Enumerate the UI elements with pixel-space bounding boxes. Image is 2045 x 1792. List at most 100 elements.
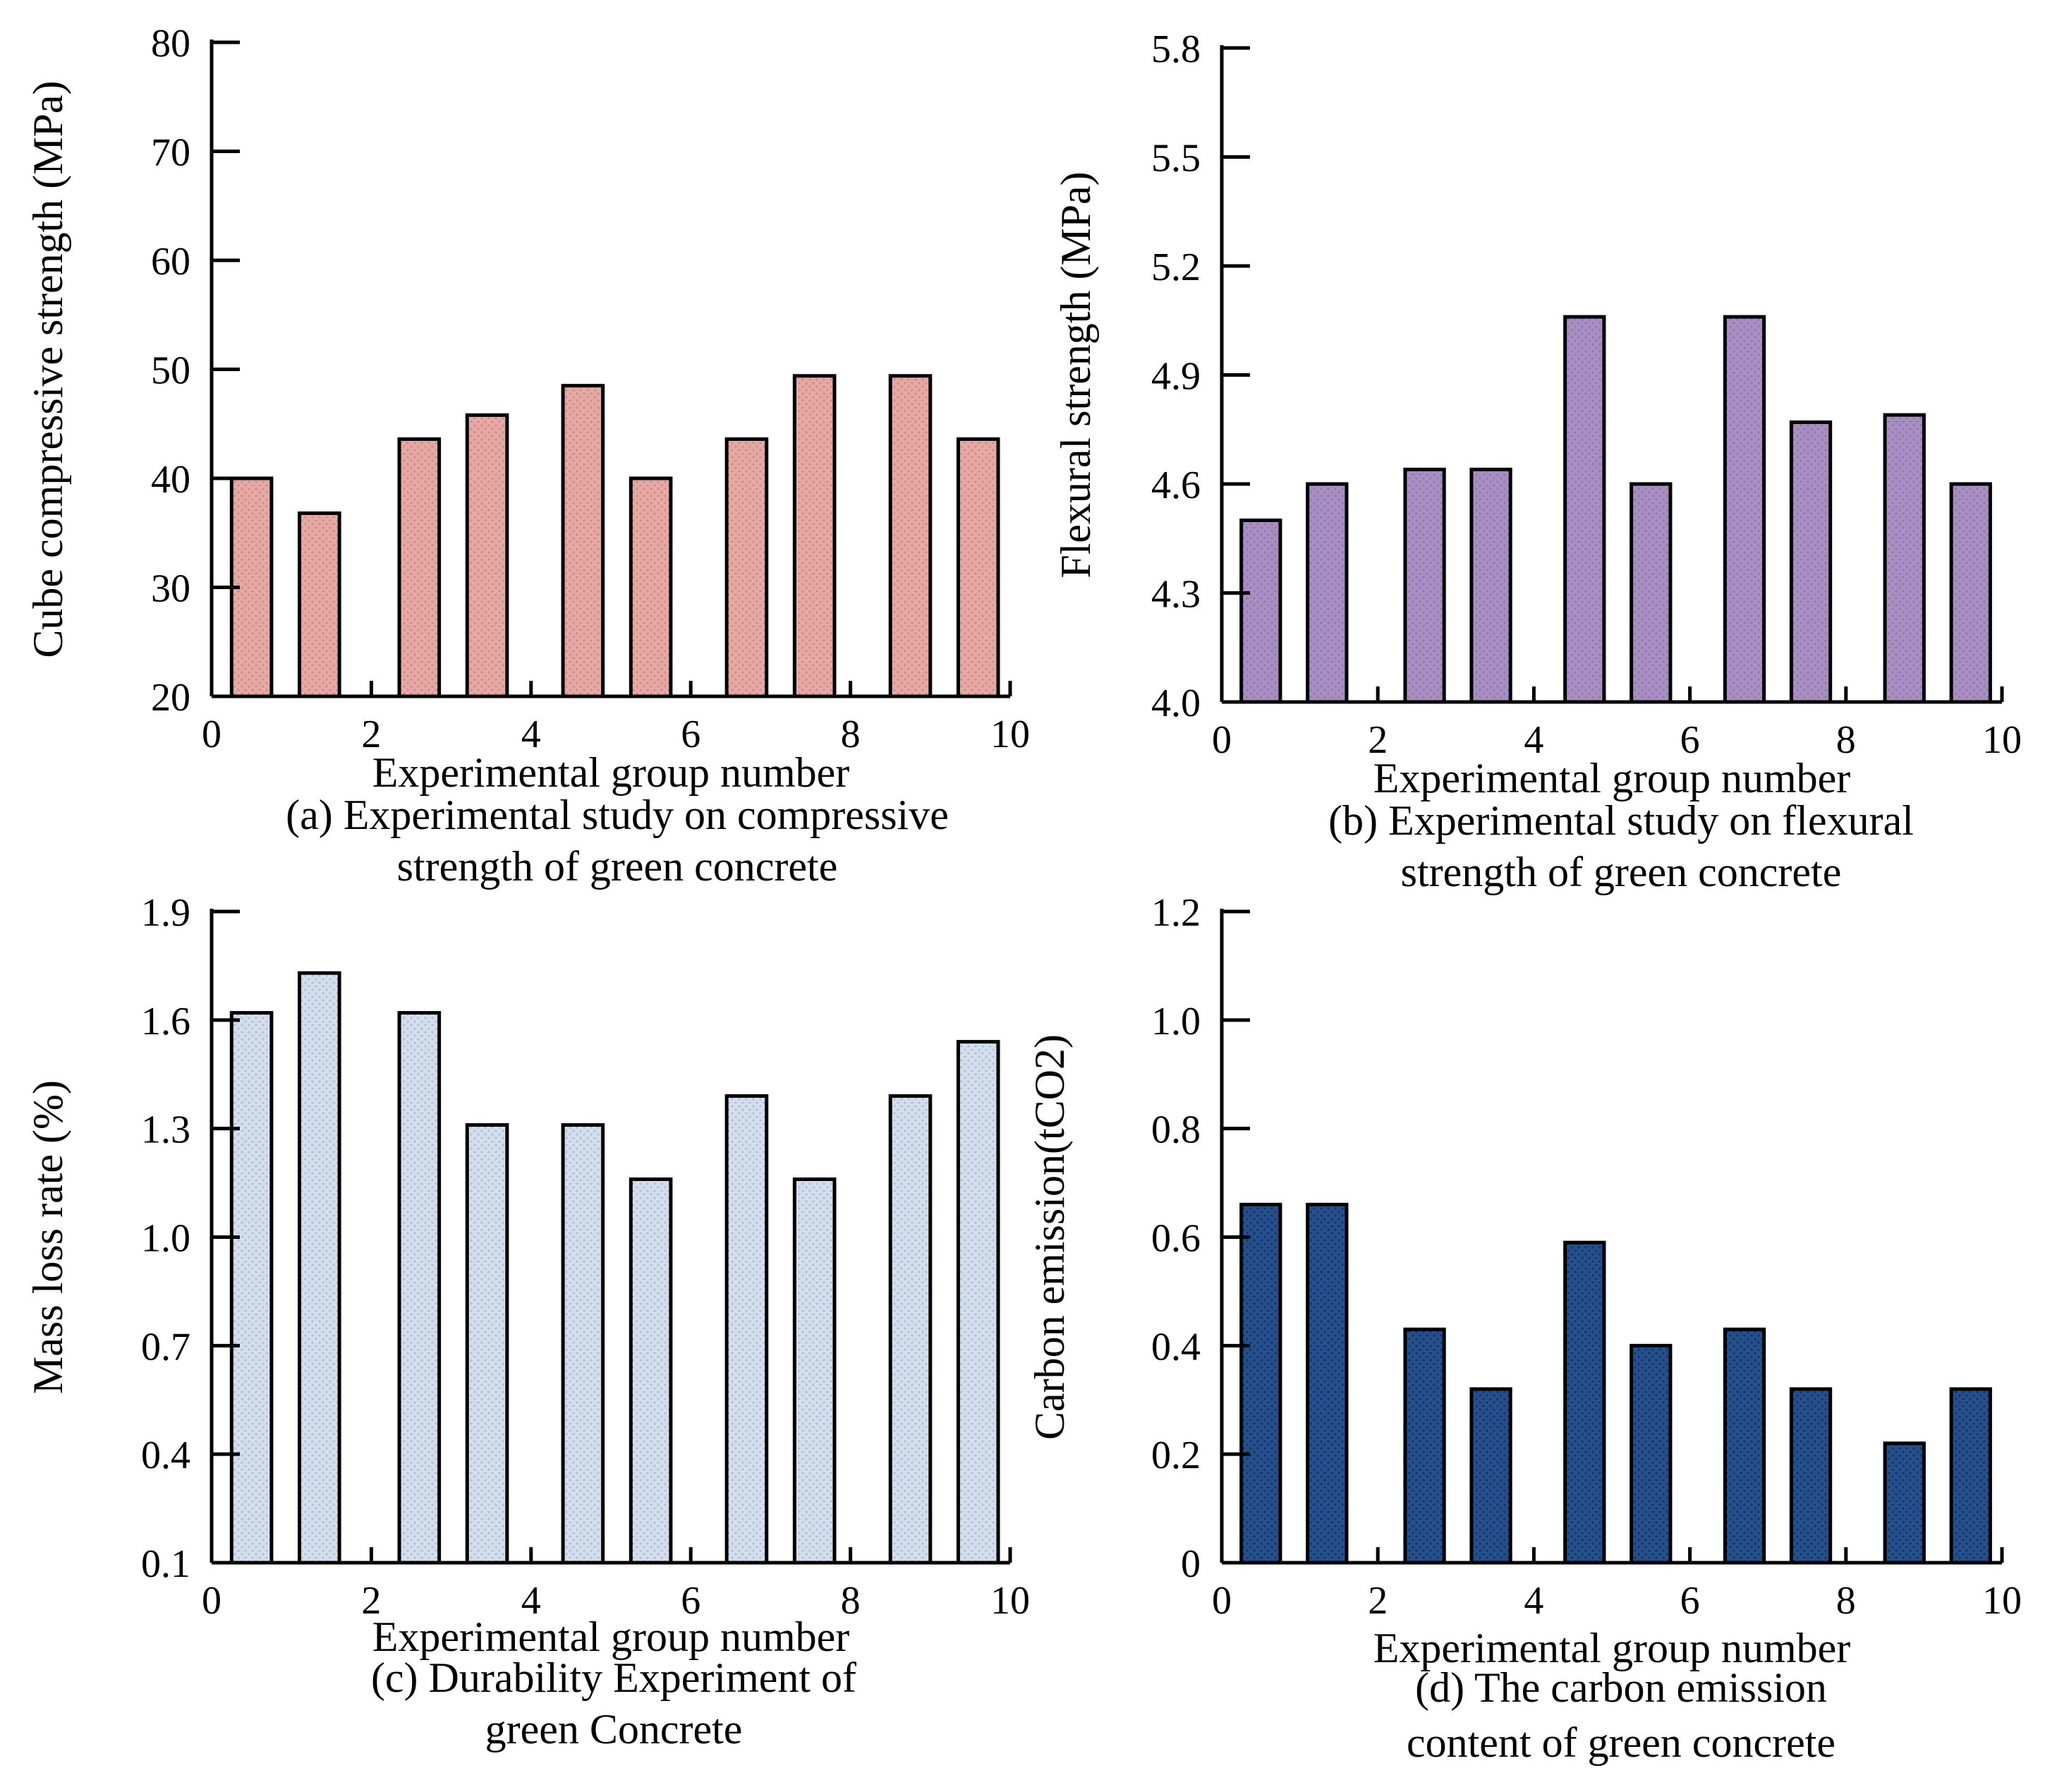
x-tick-label-b: 0 [1212, 718, 1232, 762]
x-tick-label-a: 10 [990, 713, 1030, 756]
x-tick-label-b: 6 [1680, 718, 1700, 762]
y-tick-label-a: 70 [151, 131, 190, 175]
x-axis-title-d: Experimental group number [1373, 1625, 1850, 1671]
x-axis-title-c: Experimental group number [372, 1614, 849, 1660]
y-tick-label-b: 4.0 [1151, 682, 1201, 725]
y-axis-title-a: Cube compressive strength (MPa) [25, 80, 71, 658]
x-tick-label-c: 2 [361, 1579, 381, 1623]
bar-b-4 [1469, 467, 1512, 704]
y-tick-label-c: 1.3 [141, 1108, 190, 1152]
bar-d-10 [1949, 1387, 1992, 1565]
x-tick-label-d: 8 [1836, 1579, 1856, 1623]
bar-b-1 [1239, 519, 1282, 704]
y-tick-label-d: 1.0 [1151, 1000, 1201, 1043]
x-tick-label-c: 0 [202, 1579, 222, 1623]
bar-c-10 [956, 1040, 1000, 1565]
x-axis-title-a: Experimental group number [372, 749, 849, 796]
y-tick-label-b: 4.9 [1151, 355, 1201, 399]
x-tick-label-a: 6 [681, 713, 700, 756]
y-tick-label-c: 0.1 [141, 1542, 190, 1586]
bar-a-5 [561, 384, 605, 698]
bar-a-8 [792, 374, 837, 698]
x-tick-label-d: 0 [1212, 1579, 1232, 1623]
bar-b-2 [1306, 482, 1349, 704]
bar-c-2 [298, 971, 341, 1565]
y-axis-title-b: Flexural strength (MPa) [1052, 171, 1099, 579]
panel-c: 0.1 0.4 0.7 1.0 1.3 1.6 1.9 0 2 4 6 8 10 Mass loss ra… [25, 891, 1030, 1752]
y-tick-label-c: 0.4 [141, 1434, 190, 1477]
x-tick-label-b: 2 [1368, 718, 1388, 762]
y-axis-title-d: Carbon emission(tCO2) [1026, 1034, 1073, 1440]
bar-b-9 [1883, 413, 1926, 704]
x-tick-label-c: 4 [521, 1579, 541, 1623]
x-tick-label-c: 8 [841, 1579, 861, 1623]
bar-d-4 [1469, 1387, 1512, 1565]
x-tick-label-a: 0 [202, 713, 222, 756]
bar-c-8 [792, 1177, 837, 1565]
y-tick-label-d: 0.4 [1151, 1325, 1201, 1369]
x-tick-label-d: 10 [1982, 1579, 2022, 1623]
x-tick-label-a: 4 [521, 713, 541, 756]
x-tick-label-d: 4 [1524, 1579, 1543, 1623]
y-tick-label-d: 0.2 [1151, 1434, 1201, 1477]
y-tick-label-b: 4.3 [1151, 573, 1201, 617]
bar-c-9 [888, 1094, 933, 1565]
y-tick-label-a: 20 [151, 676, 190, 720]
y-tick-label-b: 5.5 [1151, 137, 1201, 181]
panel-b: 4.0 4.3 4.6 4.9 5.2 5.5 5.8 0 2 4 6 8 10 Flexural str… [1052, 28, 2022, 895]
caption-a-line-1: (a) Experimental study on compressive [286, 792, 949, 838]
caption-a-line-2: strength of green concrete [397, 843, 838, 890]
y-tick-label-a: 30 [151, 567, 190, 611]
y-tick-label-c: 1.6 [141, 1000, 190, 1043]
caption-b-line-2: strength of green concrete [1401, 849, 1842, 895]
bar-c-1 [229, 1011, 274, 1565]
panel-d: 0 0.2 0.4 0.6 0.8 1.0 1.2 0 2 4 6 8 10 Carbon emissio… [1026, 891, 2022, 1766]
bar-b-3 [1403, 467, 1446, 704]
bar-d-3 [1403, 1327, 1446, 1565]
bar-b-10 [1949, 482, 1992, 704]
caption-d-line-2: content of green concrete [1407, 1719, 1835, 1766]
bar-a-7 [724, 437, 769, 698]
bar-b-7 [1723, 315, 1766, 704]
bar-b-6 [1630, 482, 1673, 704]
bar-d-6 [1630, 1343, 1673, 1565]
y-axis-title-c: Mass loss rate (%) [25, 1080, 71, 1394]
x-tick-label-c: 6 [681, 1579, 700, 1623]
y-tick-label-b: 5.2 [1151, 246, 1201, 289]
bar-d-1 [1239, 1202, 1282, 1565]
caption-c-line-1: (c) Durability Experiment of [371, 1654, 856, 1701]
y-tick-label-a: 50 [151, 349, 190, 393]
bar-c-5 [561, 1123, 605, 1565]
caption-d-line-1: (d) The carbon emission [1415, 1664, 1827, 1711]
x-tick-label-d: 2 [1368, 1579, 1388, 1623]
x-tick-label-c: 10 [990, 1579, 1030, 1623]
y-tick-label-d: 0.8 [1151, 1108, 1201, 1152]
bar-c-7 [724, 1094, 769, 1565]
panel-a: 20 30 40 50 60 70 80 0 2 4 6 8 10 Cube compressive st… [25, 22, 1030, 890]
y-tick-label-a: 40 [151, 458, 190, 502]
bar-a-1 [229, 476, 274, 698]
x-tick-label-b: 8 [1836, 718, 1856, 762]
bar-d-2 [1306, 1202, 1349, 1565]
bar-a-2 [298, 511, 341, 698]
x-tick-label-a: 8 [841, 713, 861, 756]
bar-c-4 [465, 1123, 509, 1565]
bar-a-3 [397, 437, 442, 698]
bar-d-9 [1883, 1441, 1926, 1565]
x-axis-title-b: Experimental group number [1373, 755, 1850, 801]
bar-a-10 [956, 437, 1000, 698]
x-tick-label-a: 2 [361, 713, 381, 756]
y-tick-label-a: 80 [151, 22, 190, 66]
bar-c-6 [629, 1177, 673, 1565]
bar-b-8 [1789, 420, 1833, 704]
y-tick-label-b: 4.6 [1151, 464, 1201, 507]
bar-a-9 [888, 374, 933, 698]
bar-d-5 [1563, 1240, 1606, 1565]
y-tick-label-d: 0 [1181, 1542, 1201, 1586]
bar-d-8 [1789, 1387, 1833, 1565]
x-tick-label-b: 4 [1524, 718, 1543, 762]
bar-b-5 [1563, 315, 1606, 704]
y-tick-label-c: 1.9 [141, 891, 190, 935]
